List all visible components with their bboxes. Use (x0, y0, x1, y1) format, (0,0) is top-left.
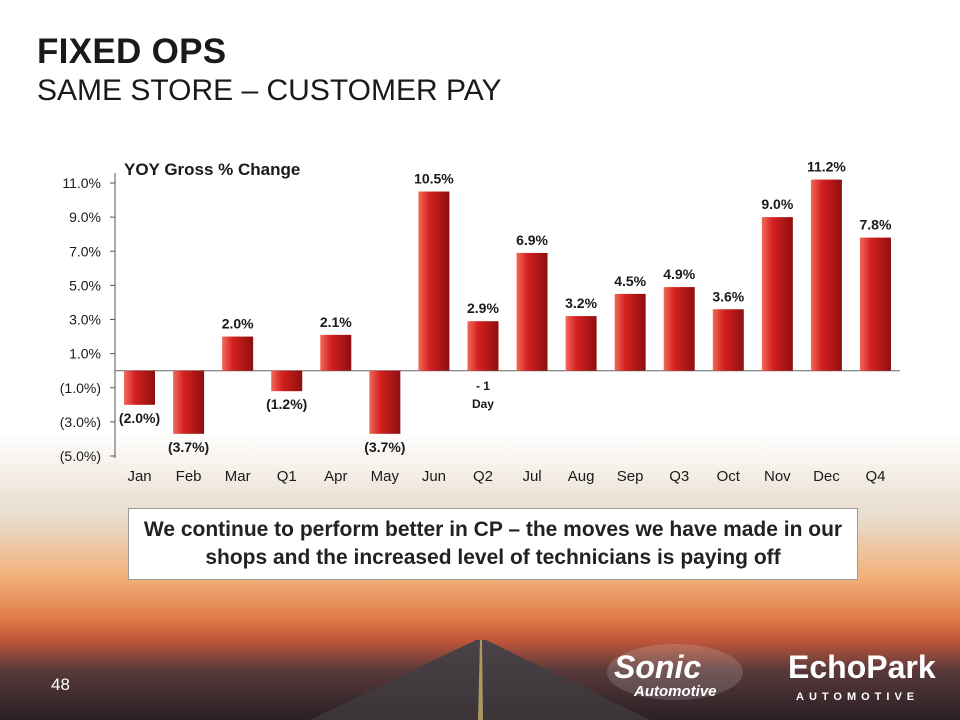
x-tick-label-sep: Sep (617, 468, 644, 485)
echopark-logo-sub: AUTOMOTIVE (796, 691, 919, 703)
callout-box: We continue to perform better in CP – th… (128, 508, 858, 580)
data-label-q4: 7.8% (860, 217, 892, 233)
sonic-logo-sub: Automotive (633, 683, 717, 700)
x-tick-label-q3: Q3 (669, 468, 689, 485)
annotation-line: - 1 (476, 379, 490, 393)
x-tick-label-q2: Q2 (473, 468, 493, 485)
y-tick-label: 5.0% (69, 277, 101, 293)
y-tick-label: (3.0%) (60, 414, 101, 430)
slide-title: FIXED OPS (37, 32, 227, 71)
x-tick-label-jan: Jan (127, 468, 151, 485)
x-tick-label-jun: Jun (422, 468, 446, 485)
sonic-automotive-logo: Sonic Automotive (607, 644, 743, 700)
bar-jul (516, 252, 548, 371)
data-label-q3: 4.9% (663, 266, 695, 282)
bar-q3 (663, 287, 695, 371)
y-tick-label: 9.0% (69, 209, 101, 225)
x-tick-label-jul: Jul (522, 468, 541, 485)
x-tick-label-q1: Q1 (277, 468, 297, 485)
data-label-jul: 6.9% (516, 232, 548, 248)
data-label-jan: (2.0%) (119, 410, 160, 426)
echopark-automotive-logo: EchoPark AUTOMOTIVE (788, 649, 936, 703)
sonic-logo-word: Sonic (614, 649, 701, 685)
bar-may (369, 370, 401, 434)
bar-jan (124, 370, 156, 405)
bar-q2 (467, 321, 499, 371)
x-tick-label-may: May (371, 468, 400, 485)
bar-oct (712, 309, 744, 371)
x-tick-label-apr: Apr (324, 468, 347, 485)
data-label-feb: (3.7%) (168, 439, 209, 455)
chart-title: YOY Gross % Change (124, 160, 300, 179)
echopark-logo-word: EchoPark (788, 649, 936, 685)
data-label-nov: 9.0% (761, 196, 793, 212)
x-tick-label-mar: Mar (225, 468, 251, 485)
slide-subtitle: SAME STORE – CUSTOMER PAY (37, 74, 502, 107)
data-label-sep: 4.5% (614, 273, 646, 289)
data-labels: (2.0%) (3.7%) 2.0% (1.2%) 2.1% (3.7%) 10.5% 2.9… (119, 159, 892, 455)
y-tick-label: 3.0% (69, 312, 101, 328)
bar-series (124, 179, 891, 434)
y-tick-label: 1.0% (69, 346, 101, 362)
bar-apr (320, 334, 352, 371)
y-tick-label: (5.0%) (60, 448, 101, 464)
y-tick-label: 11.0% (62, 175, 101, 191)
data-label-aug: 3.2% (565, 295, 597, 311)
bar-q4 (859, 237, 891, 371)
callout-text: We continue to perform better in CP – th… (143, 518, 843, 569)
footer-logos: Sonic Automotive EchoPark AUTOMOTIVE (607, 644, 936, 703)
bar-aug (565, 316, 597, 371)
bar-nov (761, 217, 793, 371)
bar-jun (418, 191, 450, 371)
bar-q1 (271, 370, 303, 392)
data-label-q1: (1.2%) (266, 396, 307, 412)
data-label-oct: 3.6% (712, 288, 744, 304)
data-label-dec: 11.2% (807, 159, 846, 175)
bar-feb (173, 370, 205, 434)
page-number: 48 (51, 675, 70, 694)
data-label-mar: 2.0% (222, 316, 254, 332)
y-tick-label: 7.0% (69, 243, 101, 259)
x-tick-label-oct: Oct (717, 468, 741, 485)
x-axis-labels: Jan Feb Mar Q1 Apr May Jun Q2 Jul Aug Sep Q3 Oct Nov D… (127, 468, 885, 485)
bar-dec (810, 179, 842, 371)
x-tick-label-q4: Q4 (865, 468, 885, 485)
chart-annotation: - 1 Day (472, 379, 494, 411)
annotation-line: Day (472, 397, 494, 411)
data-label-apr: 2.1% (320, 314, 352, 330)
y-tick-label: (1.0%) (60, 380, 101, 396)
data-label-jun: 10.5% (414, 171, 454, 187)
x-tick-label-nov: Nov (764, 468, 791, 485)
data-label-q2: 2.9% (467, 300, 499, 316)
data-label-may: (3.7%) (364, 439, 405, 455)
bar-sep (614, 293, 646, 371)
x-tick-label-dec: Dec (813, 468, 840, 485)
x-tick-label-aug: Aug (568, 468, 595, 485)
bar-mar (222, 336, 254, 371)
x-tick-label-feb: Feb (176, 468, 202, 485)
